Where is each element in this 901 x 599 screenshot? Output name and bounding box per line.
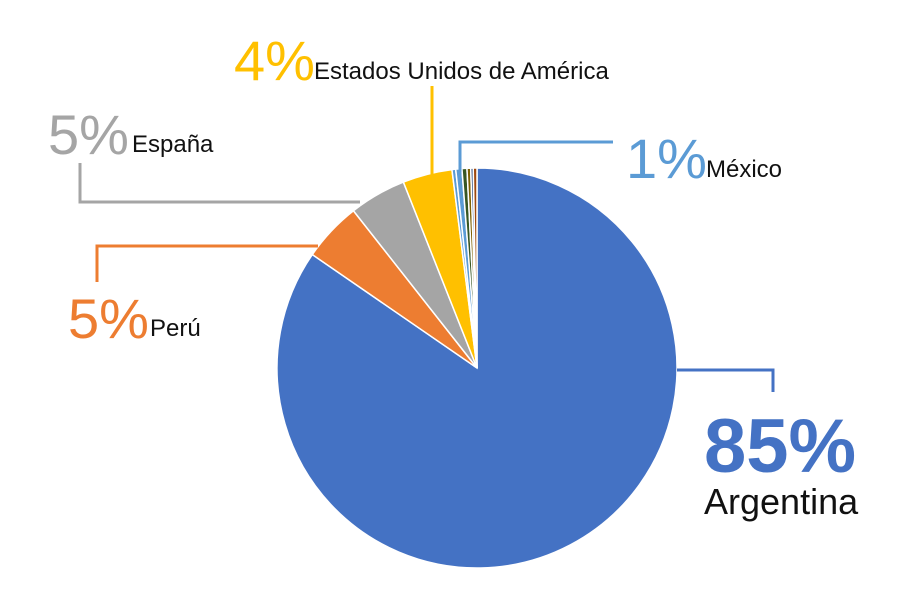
category-label-espana: España <box>132 131 214 158</box>
leader-line-mexico <box>458 140 613 172</box>
pct-label-usa: 4% <box>234 29 315 92</box>
leader-line-argentina <box>677 368 775 392</box>
category-label-argentina: Argentina <box>704 481 859 522</box>
pct-label-argentina: 85% <box>704 404 856 489</box>
pie-slices <box>276 167 678 569</box>
pie-slice-other-9 <box>472 167 478 369</box>
leader-line-peru <box>95 244 318 282</box>
leader-line-espana <box>78 163 360 204</box>
pct-label-espana: 5% <box>48 103 129 166</box>
pct-label-mexico: 1% <box>626 127 707 190</box>
pct-label-peru: 5% <box>68 287 149 350</box>
category-label-peru: Perú <box>150 315 201 342</box>
category-label-mexico: México <box>706 156 782 183</box>
category-label-usa: Estados Unidos de América <box>314 58 609 85</box>
